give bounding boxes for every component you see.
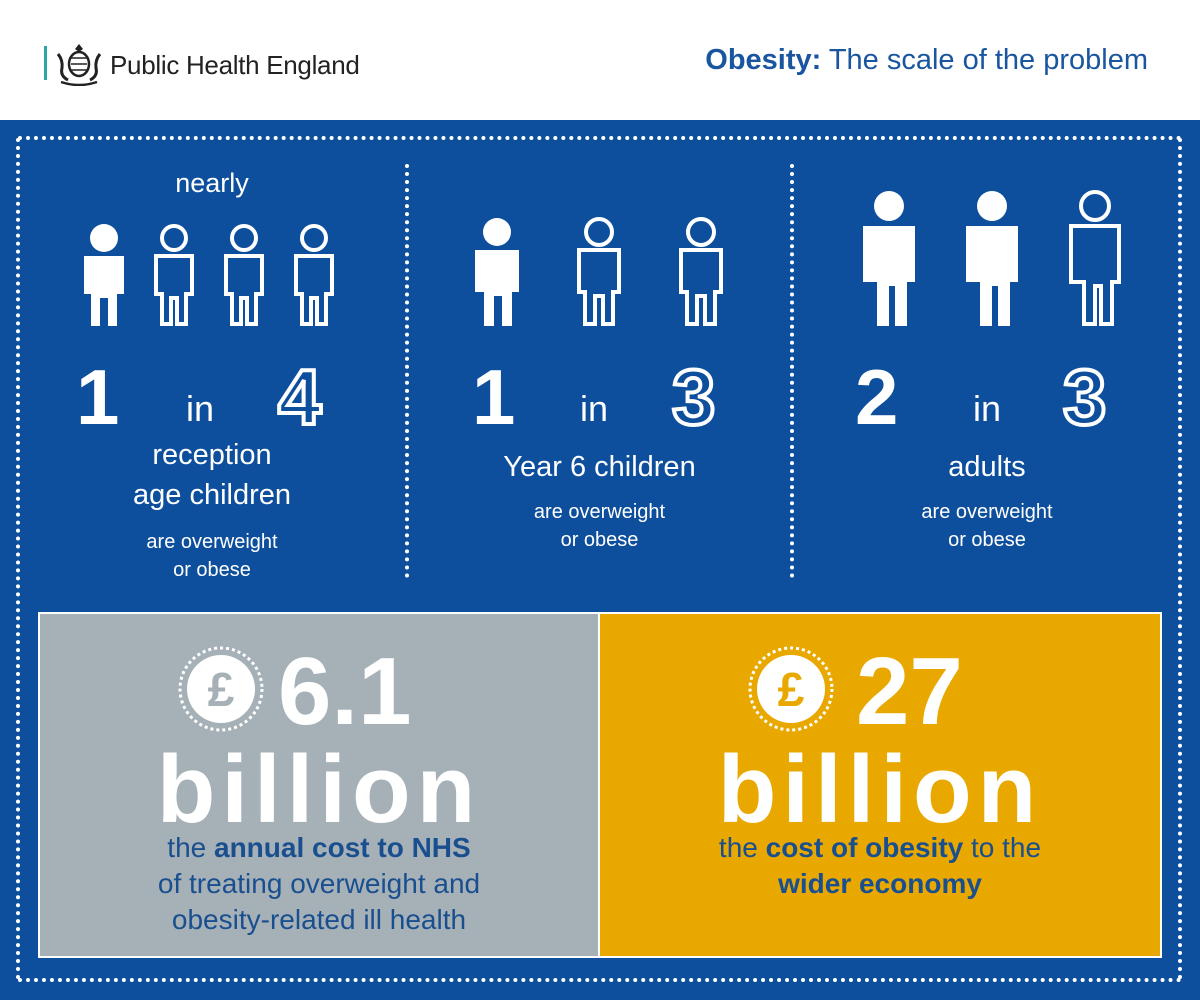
dotted-border-top (18, 136, 1182, 140)
person-icon (679, 217, 723, 326)
nhs-cost-box: £ 6.1 billion the annual cost to NHS of … (38, 612, 600, 958)
person-icons-row (863, 190, 1121, 326)
stat-sub-line-1: are overweight (921, 501, 1053, 523)
pound-coin-icon: £ (748, 646, 834, 732)
stat-sub-line-2: or obese (948, 529, 1026, 551)
stat-reception-children: nearly 1 in 4 reception age children a (22, 120, 402, 600)
cost-description-line-2: wider economy (600, 866, 1160, 902)
stat-number-a: 1 (76, 353, 120, 441)
stat-number-b: 4 (276, 351, 323, 443)
stat-number-a: 1 (472, 353, 516, 441)
header-accent-bar (44, 46, 47, 80)
stat-number-b: 3 (670, 351, 717, 443)
desc-suffix: to the (963, 832, 1042, 863)
stat-in-word: in (973, 388, 1002, 429)
dotted-border-left (16, 138, 20, 980)
person-icon (154, 224, 194, 326)
stat-label-line-2: age children (133, 479, 291, 511)
page-title: Obesity: The scale of the problem (705, 44, 1148, 77)
cost-unit: billion (717, 736, 1043, 843)
desc-bold: annual cost to NHS (214, 832, 471, 863)
stat-in-word: in (186, 388, 215, 429)
desc-bold: cost of obesity (765, 832, 964, 863)
stat-sub-line-2: or obese (560, 529, 639, 551)
svg-text:£: £ (208, 664, 235, 717)
person-icons-row (84, 224, 334, 326)
cost-description-line-3: obesity-related ill health (171, 904, 467, 935)
cost-unit: billion (156, 736, 482, 843)
economy-cost-box: £ 27 billion the cost of obesity to the … (598, 612, 1162, 958)
stat-in-word: in (580, 388, 609, 429)
title-bold: Obesity: (705, 44, 822, 76)
person-icon (294, 224, 334, 326)
stat-label-line-1: adults (948, 451, 1026, 483)
person-icon (577, 217, 621, 326)
stat-number-b: 3 (1061, 351, 1108, 443)
dotted-border-bottom (18, 978, 1182, 982)
person-icon (863, 191, 915, 326)
stat-sub-line-2: or obese (173, 559, 251, 581)
dotted-divider-1 (405, 164, 409, 578)
cost-amount: 6.1 (278, 638, 412, 745)
person-icons-row (475, 217, 723, 326)
svg-text:£: £ (778, 664, 805, 717)
stat-label-line-1: reception (152, 439, 272, 471)
stat-sub-line-1: are overweight (146, 531, 278, 553)
stat-prefix: nearly (175, 168, 249, 198)
organisation-name: Public Health England (110, 50, 360, 80)
person-icon (475, 218, 519, 326)
person-icon (966, 191, 1018, 326)
dotted-divider-2 (790, 164, 794, 578)
stat-year6-children: 1 in 3 Year 6 children are overweight or… (412, 120, 787, 600)
dotted-border-right (1178, 138, 1182, 980)
pound-coin-icon: £ (178, 646, 264, 732)
cost-amount: 27 (856, 638, 963, 745)
desc-prefix: the (718, 832, 766, 863)
cost-description-line-1: the cost of obesity to the (600, 830, 1160, 866)
person-icon (224, 224, 264, 326)
title-rest: The scale of the problem (821, 44, 1148, 76)
stat-number-a: 2 (855, 353, 899, 441)
person-icon (84, 224, 124, 326)
stat-sub-line-1: are overweight (533, 501, 666, 523)
cost-description-line-2: of treating overweight and (157, 868, 481, 899)
desc-prefix: the (167, 832, 214, 863)
desc-bold-2: wider economy (778, 868, 982, 899)
royal-crest-icon (56, 44, 102, 86)
stat-label-line-1: Year 6 children (503, 451, 696, 483)
person-icon (1069, 190, 1121, 326)
cost-description-line-1: the annual cost to NHS (40, 830, 598, 866)
stat-adults: 2 in 3 adults are overweight or obese (797, 120, 1177, 600)
